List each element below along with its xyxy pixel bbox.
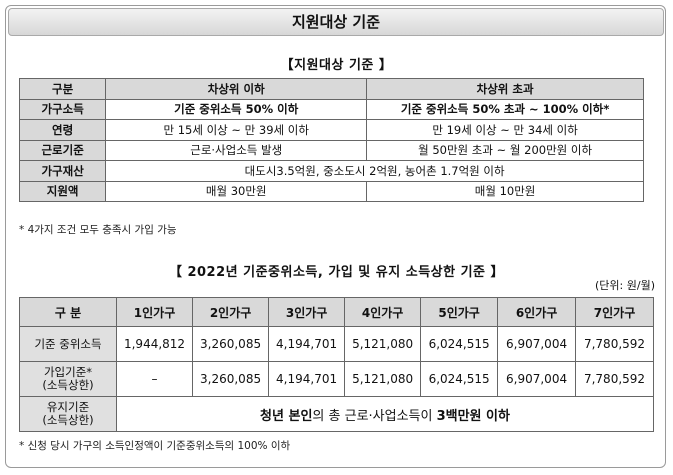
column-header: 4인가구 bbox=[344, 297, 422, 327]
row-header: 유지기준 (소득상한) bbox=[18, 396, 118, 432]
section2-heading: 【 2022년 기준중위소득, 가입 및 유지 소득상한 기준 】 bbox=[168, 265, 505, 280]
maintain-text-bold: 청년 본인 bbox=[260, 408, 313, 424]
table-header-row: 구 분 1인가구 2인가구 3인가구 4인가구 5인가구 6인가구 7인가구 bbox=[18, 297, 654, 327]
table-row: 유지기준 (소득상한) 청년 본인의 총 근로·사업소득이 3백만원 이하 bbox=[18, 396, 654, 432]
table-row: 근로기준 근로·사업소득 발생 월 50만원 초과 ~ 월 200만원 이하 bbox=[18, 139, 644, 161]
table-cell: 대도시3.5억원, 중소도시 2억원, 농어촌 1.7억원 이하 bbox=[105, 160, 644, 182]
unit-label: (단위: 원/월) bbox=[595, 279, 655, 292]
row-header: 기준 중위소득 bbox=[18, 326, 118, 362]
table-row: 가구재산 대도시3.5억원, 중소도시 2억원, 농어촌 1.7억원 이하 bbox=[18, 160, 644, 182]
table-cell: 1,944,812 bbox=[116, 326, 194, 362]
table-cell: 4,194,701 bbox=[268, 361, 346, 397]
table-cell: 6,907,004 bbox=[497, 326, 577, 362]
row-header: 가구소득 bbox=[18, 98, 107, 120]
column-header: 6인가구 bbox=[497, 297, 577, 327]
table-cell: 매월 30만원 bbox=[105, 180, 368, 202]
column-header: 5인가구 bbox=[420, 297, 499, 327]
row-header-line: (소득상한) bbox=[42, 413, 94, 427]
column-header: 1인가구 bbox=[116, 297, 194, 327]
table-cell: 월 50만원 초과 ~ 월 200만원 이하 bbox=[366, 139, 644, 161]
section2-note: * 신청 당시 가구의 소득인정액이 기준중위소득의 100% 이하 bbox=[19, 440, 291, 452]
maintain-text: 의 총 근로·사업소득이 bbox=[312, 408, 437, 424]
row-header: 가구재산 bbox=[18, 160, 107, 182]
column-header: 2인가구 bbox=[192, 297, 270, 327]
section1-note: * 4가지 조건 모두 충족시 가입 가능 bbox=[19, 224, 177, 236]
table-cell: 근로·사업소득 발생 bbox=[105, 139, 368, 161]
table-cell: 3,260,085 bbox=[192, 326, 270, 362]
row-header-line: (소득상한) bbox=[42, 378, 94, 392]
page-title: 지원대상 기준 bbox=[8, 8, 664, 36]
column-header: 3인가구 bbox=[268, 297, 346, 327]
table-cell: 5,121,080 bbox=[344, 326, 422, 362]
row-header: 가입기준* (소득상한) bbox=[18, 361, 118, 397]
table-cell: 7,780,592 bbox=[575, 361, 654, 397]
maintain-criteria-cell: 청년 본인의 총 근로·사업소득이 3백만원 이하 bbox=[116, 396, 654, 432]
eligibility-table: 구분 차상위 이하 차상위 초과 가구소득 기준 중위소득 50% 이하 기준 … bbox=[18, 78, 644, 202]
table-cell: 기준 중위소득 50% 이하 bbox=[105, 98, 368, 120]
table-row: 가입기준* (소득상한) – 3,260,085 4,194,701 5,121… bbox=[18, 361, 654, 397]
column-header: 7인가구 bbox=[575, 297, 654, 327]
column-header: 차상위 초과 bbox=[366, 78, 644, 100]
table-cell: 6,024,515 bbox=[420, 326, 499, 362]
table-cell: 7,780,592 bbox=[575, 326, 654, 362]
table-row: 연령 만 15세 이상 ~ 만 39세 이하 만 19세 이상 ~ 만 34세 … bbox=[18, 119, 644, 141]
table-cell: 매월 10만원 bbox=[366, 180, 644, 202]
row-header-line: 가입기준* bbox=[43, 365, 93, 379]
table-cell: 6,907,004 bbox=[497, 361, 577, 397]
table-cell: 만 19세 이상 ~ 만 34세 이하 bbox=[366, 119, 644, 141]
table-cell: 3,260,085 bbox=[192, 361, 270, 397]
maintain-text-bold: 3백만원 이하 bbox=[436, 408, 510, 424]
table-row: 가구소득 기준 중위소득 50% 이하 기준 중위소득 50% 초과 ~ 100… bbox=[18, 98, 644, 120]
table-cell: 5,121,080 bbox=[344, 361, 422, 397]
table-header-row: 구분 차상위 이하 차상위 초과 bbox=[18, 78, 644, 100]
table-cell: – bbox=[116, 361, 194, 397]
column-header: 구분 bbox=[18, 78, 107, 100]
table-cell: 4,194,701 bbox=[268, 326, 346, 362]
income-table: 구 분 1인가구 2인가구 3인가구 4인가구 5인가구 6인가구 7인가구 기… bbox=[18, 297, 654, 432]
table-row: 지원액 매월 30만원 매월 10만원 bbox=[18, 180, 644, 202]
table-cell: 기준 중위소득 50% 초과 ~ 100% 이하* bbox=[366, 98, 644, 120]
table-cell: 만 15세 이상 ~ 만 39세 이하 bbox=[105, 119, 368, 141]
column-header: 구 분 bbox=[18, 297, 118, 327]
row-header-line: 유지기준 bbox=[46, 400, 90, 414]
column-header: 차상위 이하 bbox=[105, 78, 368, 100]
table-row: 기준 중위소득 1,944,812 3,260,085 4,194,701 5,… bbox=[18, 326, 654, 362]
table-cell: 6,024,515 bbox=[420, 361, 499, 397]
section1-heading: 【지원대상 기준 】 bbox=[280, 58, 393, 73]
row-header: 연령 bbox=[18, 119, 107, 141]
row-header: 지원액 bbox=[18, 180, 107, 202]
row-header: 근로기준 bbox=[18, 139, 107, 161]
